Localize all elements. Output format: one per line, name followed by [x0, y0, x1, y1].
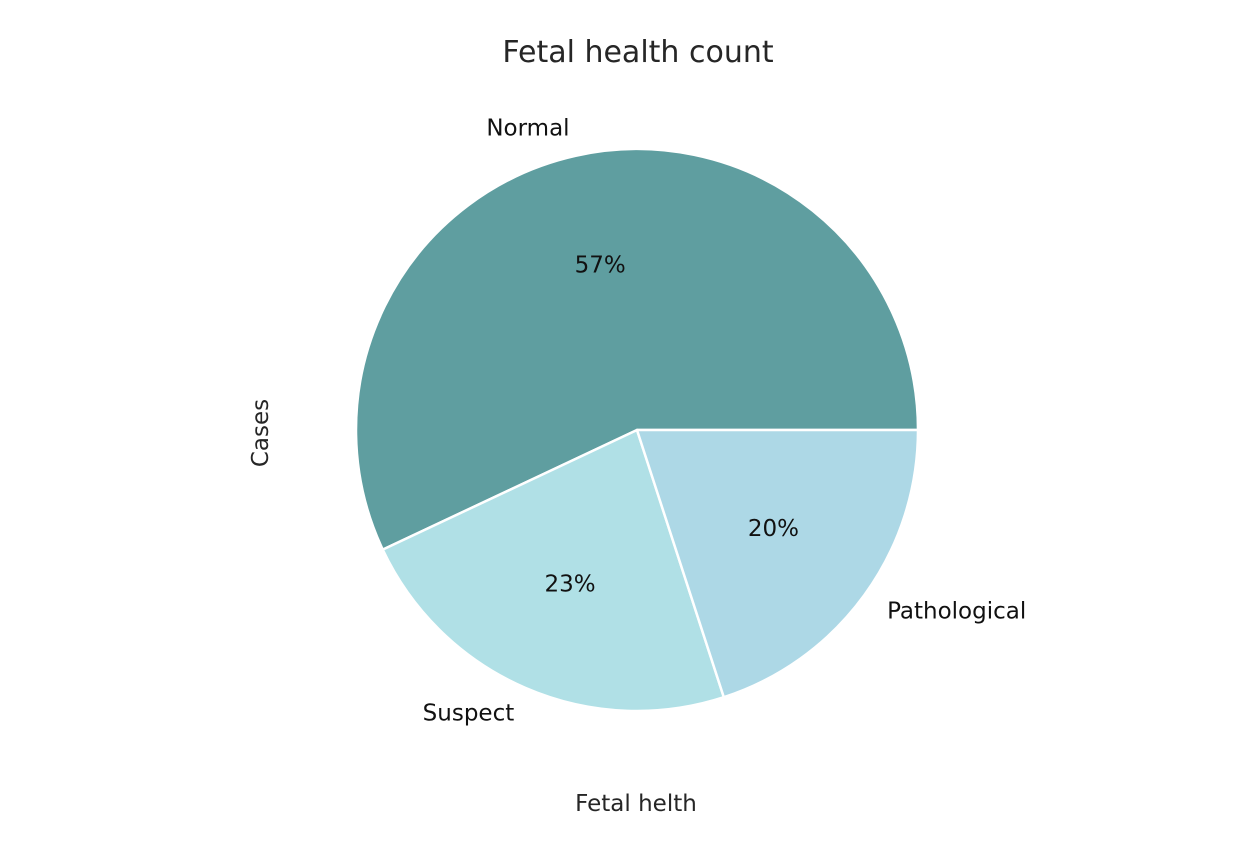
pie-percent-label-normal: 57% [575, 252, 626, 278]
chart-title: Fetal health count [502, 35, 773, 70]
pie-percent-label-suspect: 23% [544, 572, 595, 598]
pie-slices [354, 147, 920, 713]
y-axis-label: Cases [248, 399, 274, 467]
pie-slice-pathological [635, 428, 920, 699]
pie-labels: 57% Normal 23% Suspect 20% Pathological [423, 115, 1027, 726]
pie-category-label-pathological: Pathological [887, 599, 1026, 625]
pie-percent-label-pathological: 20% [748, 516, 799, 542]
pie-category-label-normal: Normal [486, 115, 569, 141]
pie-slice-suspect [381, 428, 726, 713]
pie-slice-normal [354, 147, 920, 551]
x-axis-label: Fetal helth [575, 791, 697, 817]
pie-category-label-suspect: Suspect [423, 701, 515, 727]
